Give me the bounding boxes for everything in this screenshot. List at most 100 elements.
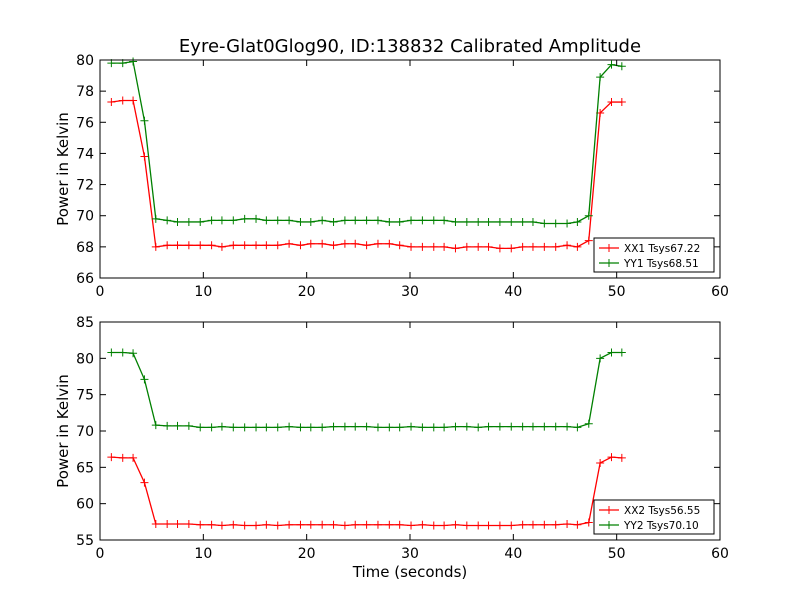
data-point — [418, 423, 427, 432]
data-point — [495, 244, 504, 253]
data-point — [240, 241, 249, 250]
data-point — [407, 521, 416, 530]
data-point — [173, 217, 182, 226]
data-point — [129, 96, 138, 105]
data-point — [318, 423, 327, 432]
data-point — [151, 214, 160, 223]
data-point — [306, 217, 315, 226]
data-point — [118, 96, 127, 105]
data-point — [207, 241, 216, 250]
data-point — [484, 422, 493, 431]
data-point — [262, 520, 271, 529]
data-point — [306, 520, 315, 529]
data-point — [217, 521, 226, 530]
data-point — [596, 73, 605, 82]
data-point — [340, 216, 349, 225]
data-point — [273, 423, 282, 432]
data-point — [407, 242, 416, 251]
data-point — [617, 348, 626, 357]
data-point — [340, 239, 349, 248]
data-point — [296, 217, 305, 226]
data-point — [451, 520, 460, 529]
data-point — [563, 422, 572, 431]
data-point — [217, 422, 226, 431]
data-point — [273, 521, 282, 530]
data-point — [173, 520, 182, 529]
data-point — [484, 521, 493, 530]
data-point — [240, 423, 249, 432]
data-point — [151, 520, 160, 529]
data-point — [217, 242, 226, 251]
x-tick-label: 10 — [194, 546, 212, 562]
data-point — [507, 244, 516, 253]
data-point — [151, 242, 160, 251]
data-point — [528, 242, 537, 251]
data-point — [351, 422, 360, 431]
legend-frame — [593, 237, 715, 273]
x-tick-label: 50 — [608, 284, 626, 300]
data-point — [528, 422, 537, 431]
data-point — [252, 521, 261, 530]
data-point — [107, 453, 116, 462]
y-tick-label: 55 — [76, 533, 94, 549]
data-point — [207, 216, 216, 225]
data-point — [296, 241, 305, 250]
data-point — [518, 520, 527, 529]
data-point — [551, 520, 560, 529]
data-point — [296, 423, 305, 432]
data-point — [163, 520, 172, 529]
data-point — [462, 422, 471, 431]
data-point — [306, 423, 315, 432]
chart-panel-2: 0 10 20 30 40 50 60 55 60 65 70 75 80 85 Time (seconds… — [54, 315, 729, 581]
data-point — [385, 520, 394, 529]
data-point — [462, 521, 471, 530]
data-point — [617, 98, 626, 107]
x-tick-label: 0 — [96, 546, 105, 562]
y-tick-label: 78 — [76, 84, 94, 100]
data-point — [563, 241, 572, 250]
y-axis-label: Power in Kelvin — [54, 374, 72, 488]
data-point — [540, 219, 549, 228]
data-point — [318, 520, 327, 529]
data-point — [252, 241, 261, 250]
data-point — [584, 211, 593, 220]
data-point — [385, 423, 394, 432]
data-point — [584, 518, 593, 527]
data-point — [573, 217, 582, 226]
data-point — [229, 241, 238, 250]
data-point — [418, 216, 427, 225]
data-point — [528, 520, 537, 529]
data-point — [495, 217, 504, 226]
data-point — [262, 216, 271, 225]
data-point — [285, 520, 294, 529]
x-tick-label: 40 — [504, 546, 522, 562]
data-point — [262, 423, 271, 432]
data-point — [296, 520, 305, 529]
legend-swatch-marker — [605, 259, 613, 267]
y-tick-label: 75 — [76, 388, 94, 404]
data-point — [140, 375, 149, 384]
data-point — [440, 521, 449, 530]
data-point — [262, 241, 271, 250]
chart-title: Eyre-Glat0Glog90, ID:138832 Calibrated A… — [179, 36, 641, 57]
data-point — [474, 242, 483, 251]
data-point — [528, 217, 537, 226]
data-point — [163, 241, 172, 250]
series-2 — [107, 57, 626, 228]
data-point — [229, 216, 238, 225]
data-point — [118, 348, 127, 357]
x-tick-label: 20 — [298, 546, 316, 562]
y-tick-label: 85 — [76, 315, 94, 331]
data-point — [596, 458, 605, 467]
data-point — [351, 239, 360, 248]
x-tick-label: 0 — [96, 284, 105, 300]
data-point — [184, 241, 193, 250]
data-point — [607, 98, 616, 107]
data-point — [351, 216, 360, 225]
y-tick-label: 72 — [76, 178, 94, 194]
data-point — [418, 242, 427, 251]
data-point — [129, 57, 138, 66]
series-1 — [107, 96, 626, 253]
series-line — [111, 456, 622, 527]
data-point — [229, 423, 238, 432]
